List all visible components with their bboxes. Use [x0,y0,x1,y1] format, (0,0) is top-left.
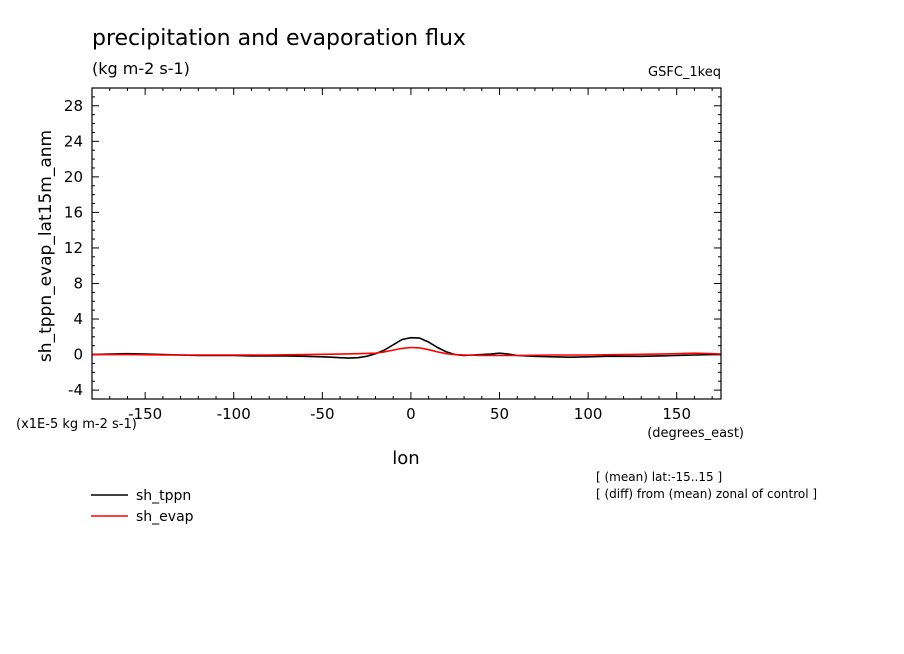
dataset-label: GSFC_1keq [648,65,721,80]
legend-label-sh_evap: sh_evap [136,509,194,525]
note-mean-lat: [ (mean) lat:-15..15 ] [596,470,722,484]
x-tick-label: 150 [662,405,691,423]
x-tick-label: 50 [490,405,509,423]
y-tick-label: 12 [64,239,83,257]
series-line-sh_evap [92,346,722,357]
chart-subtitle: (kg m-2 s-1) [92,59,190,78]
y-tick-label: 20 [64,168,83,186]
note-diff: [ (diff) from (mean) zonal of control ] [596,487,817,501]
y-tick-label: 24 [64,132,83,150]
x-tick-label: -150 [128,405,162,423]
y-tick-label: 0 [73,346,83,364]
plot-border [91,87,722,400]
x-tick-label: -50 [310,405,335,423]
x-axis-label: lon [392,448,419,469]
y-tick-label: 4 [73,310,83,328]
series-layer [91,336,722,359]
x-tick-label: -100 [217,405,251,423]
x-tick-label: 0 [406,405,416,423]
plot-frame [91,87,722,400]
x-tick-label: 100 [574,405,603,423]
x-units-label: (degrees_east) [647,426,744,441]
y-tick-label: -4 [68,381,83,399]
axes: -150 -100 -50 0 50 100 150 -4 0 4 8 12 16 20 24 28 [64,88,721,423]
y-axis-label: sh_tppn_evap_lat15m_anm [36,130,56,362]
y-tick-label: 16 [64,203,83,221]
y-tick-label: 8 [73,274,83,292]
legend-label-sh_tppn: sh_tppn [136,488,191,504]
y-tick-label: 28 [64,97,83,115]
y-scale-note: (x1E-5 kg m-2 s-1) [16,417,137,432]
legend: sh_tppn sh_evap [91,488,194,525]
chart-title: precipitation and evaporation flux [92,26,466,51]
